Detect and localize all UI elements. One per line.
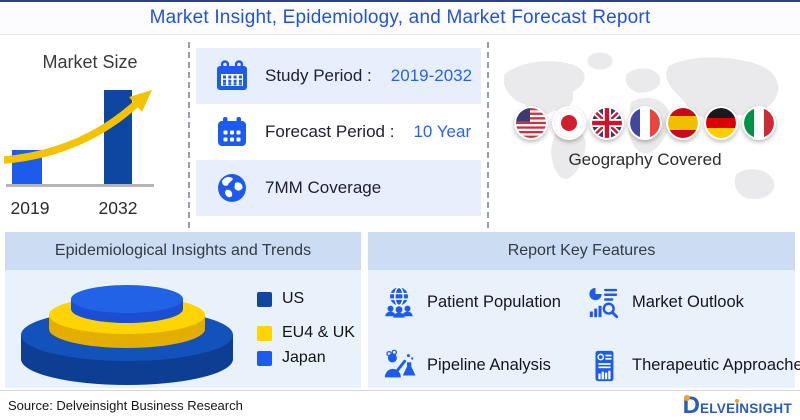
key-features-body: Patient Population Market Outlook (368, 270, 800, 388)
epidemiology-panel: Epidemiological Insights and Trends (5, 232, 361, 388)
logo-text-elve: ELVE (699, 400, 736, 416)
feature-label-pipeline-analysis: Pipeline Analysis (427, 356, 551, 374)
flag-italy-icon (742, 106, 776, 140)
legend-item-us: US (257, 290, 355, 308)
year-label-2032: 2032 (98, 198, 138, 218)
globe-icon (218, 174, 246, 202)
therapeutic-approaches-icon (595, 350, 614, 381)
feature-patient-population: Patient Population (382, 280, 587, 325)
flag-uk-icon (590, 106, 624, 140)
forecast-period-label: Forecast Period : (265, 122, 395, 141)
market-size-title: Market Size (42, 52, 138, 72)
study-panel: Study Period : 2019-2032 Forecast Period … (196, 48, 481, 216)
legend-swatch-eu4-uk (257, 325, 272, 341)
flag-spain-icon (666, 106, 700, 140)
calendar-spiral-icon (217, 60, 247, 90)
study-period-value: 2019-2032 (390, 66, 473, 85)
disc-japan (71, 285, 183, 323)
feature-pipeline-analysis: Pipeline Analysis (382, 343, 587, 388)
delveinsight-logo: D ELVE I NSIGHT (682, 391, 792, 419)
legend-swatch-us (257, 291, 272, 307)
epidemiology-legend: US EU4 & UK Japan (257, 290, 355, 367)
legend-label-japan: Japan (282, 349, 326, 366)
legend-swatch-japan (257, 350, 272, 366)
title-banner: Market Insight, Epidemiology, and Market… (0, 0, 800, 35)
key-features-header: Report Key Features (368, 232, 795, 270)
logo-text-nsight: NSIGHT (739, 400, 792, 416)
legend-label-us: US (282, 290, 305, 307)
bar-2032 (104, 90, 132, 184)
forecast-period-value: 10 Year (413, 122, 472, 141)
market-size-bar-chart (4, 90, 154, 187)
legend-item-japan: Japan (257, 349, 355, 367)
feature-label-therapeutic-approaches: Therapeutic Approaches (632, 356, 800, 374)
coverage-row: 7MM Coverage (196, 160, 481, 216)
key-features-panel: Report Key Features Patient Population (368, 232, 800, 388)
coverage-label: 7MM Coverage (265, 178, 382, 197)
logo-letter-i: I (735, 400, 740, 416)
flag-japan-icon (552, 106, 586, 140)
growth-arrow-icon (4, 90, 152, 164)
epidemiology-header: Epidemiological Insights and Trends (5, 232, 361, 270)
flags-row (514, 106, 776, 140)
legend-label-eu4-uk: EU4 & UK (282, 324, 355, 341)
tiered-disc-chart (21, 285, 233, 385)
study-period-row: Study Period : 2019-2032 (196, 48, 481, 104)
calendar-icon (218, 117, 246, 146)
legend-item-eu4-uk: EU4 & UK (257, 324, 355, 342)
x-axis (6, 184, 154, 187)
market-outlook-icon (589, 287, 619, 318)
dashed-divider-right (487, 42, 489, 228)
forecast-period-row: Forecast Period : 10 Year (196, 104, 481, 160)
feature-market-outlook: Market Outlook (587, 280, 800, 325)
patient-population-icon (385, 286, 413, 318)
source-text: Source: Delveinsight Business Research (8, 398, 243, 413)
year-label-2019: 2019 (10, 198, 50, 218)
epidemiology-body: US EU4 & UK Japan (5, 270, 361, 388)
flag-germany-icon (704, 106, 738, 140)
page-title: Market Insight, Epidemiology, and Market… (149, 7, 651, 28)
feature-label-market-outlook: Market Outlook (632, 293, 744, 311)
pipeline-analysis-icon (384, 349, 416, 377)
feature-label-patient-population: Patient Population (427, 293, 561, 311)
dashed-divider-left (188, 42, 190, 228)
flag-france-icon (628, 106, 662, 140)
geography-caption: Geography Covered (568, 150, 722, 169)
flag-us-icon (514, 106, 548, 140)
feature-therapeutic-approaches: Therapeutic Approaches (587, 343, 800, 388)
study-period-label: Study Period : (265, 66, 372, 85)
footer: Source: Delveinsight Business Research D… (0, 390, 800, 420)
logo-letter-d: D (682, 391, 700, 419)
